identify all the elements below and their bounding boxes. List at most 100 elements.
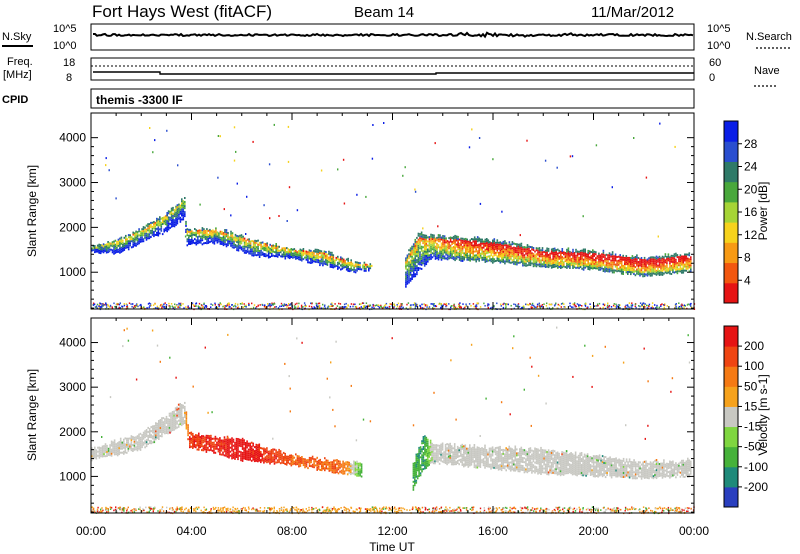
echo-cell [270,451,273,453]
echo-cell [673,267,676,270]
echo-cell [529,264,532,267]
echo-cell [273,462,276,465]
echo-cell [301,251,303,254]
echo-cell [98,249,100,252]
echo-cell [406,258,409,261]
echo-cell [185,411,188,414]
echo-cell [117,250,120,253]
scatter-cell [597,304,599,307]
echo-cell [473,256,476,259]
echo-cell [543,251,545,253]
echo-cell [523,264,526,267]
echo-cell [264,245,267,248]
echo-cell [592,265,594,268]
echo-cell [107,249,109,252]
scatter-cell [338,306,341,309]
echo-cell [276,451,279,454]
echo-cell [557,258,559,261]
echo-cell [357,265,360,268]
echo-cell [433,234,435,237]
echo-cell [684,269,686,272]
echo-cell [150,440,152,443]
echo-cell [514,243,517,246]
echo-cell [362,266,364,269]
echo-cell [211,443,214,446]
echo-cell [458,258,461,261]
echo-cell [344,266,346,268]
echo-cell [293,248,296,251]
echo-cell [486,242,488,244]
echo-cell [185,413,188,416]
echo-cell [267,460,270,463]
scatter-cell [366,305,368,308]
scatter-cell [109,306,111,308]
echo-cell [566,258,568,261]
echo-cell [182,218,185,221]
echo-cell [290,458,293,461]
echo-cell [654,270,656,273]
echo-cell [257,450,259,453]
echo-cell [263,244,265,247]
colorbar-segment [724,222,738,243]
echo-cell [631,259,634,262]
scatter-cell [579,304,581,306]
echo-cell [201,243,204,246]
echo-cell [347,263,349,266]
echo-cell [125,238,127,241]
echo-cell [214,435,217,438]
scatter-cell [119,302,121,304]
echo-cell [513,254,515,257]
echo-cell [454,251,456,254]
echo-cell [98,450,101,453]
echo-cell [425,261,428,264]
echo-cell [428,254,431,257]
echo-cell [281,453,283,456]
echo-cell [201,237,204,240]
echo-cell [249,442,251,445]
echo-cell [467,242,470,245]
echo-cell [307,467,309,470]
echo-cell [244,458,247,460]
echo-cell [156,436,159,439]
echo-cell [116,450,119,453]
echo-cell [457,240,459,242]
echo-cell [351,264,354,267]
echo-cell [150,426,152,429]
echo-cell [192,438,194,441]
echo-cell [431,248,434,251]
echo-cell [142,228,145,231]
echo-cell [289,456,291,459]
echo-cell [251,240,253,243]
scatter-cell [453,304,455,307]
echo-cell [311,259,314,262]
echo-cell [94,454,96,457]
echo-cell [419,239,421,242]
echo-cell [593,250,596,253]
echo-cell [189,446,191,449]
echo-cell [129,240,131,243]
echo-cell [458,250,461,253]
echo-cell [129,236,131,239]
echo-cell [455,235,458,238]
echo-cell [406,262,409,265]
echo-cell [337,261,339,264]
echo-cell [479,248,482,251]
echo-cell [165,415,168,418]
scatter-cell [294,303,297,306]
echo-cell [439,254,441,257]
scatter-cell [183,307,185,309]
echo-cell [643,256,646,259]
echo-cell [460,255,462,258]
echo-cell [113,250,115,253]
echo-cell [501,246,503,249]
echo-cell [243,237,246,240]
echo-cell [611,251,614,254]
echo-cell [347,269,349,272]
scatter-cell [245,306,247,308]
scatter-cell [92,302,95,305]
echo-cell [144,232,146,235]
echo-cell [513,242,515,245]
speckle-cell [223,208,225,211]
echo-cell [411,255,413,258]
echo-cell [182,208,185,211]
